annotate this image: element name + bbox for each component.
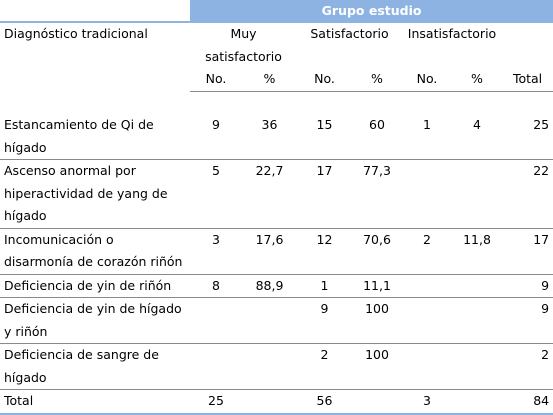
category-header-row: Diagnóstico tradicional Muy satisfactori…: [0, 21, 553, 91]
table-cell: [402, 343, 452, 390]
row-label: Ascenso anormal por hiperactividad de ya…: [0, 159, 190, 229]
table-cell: 1: [297, 274, 352, 298]
table-cell: [452, 159, 502, 229]
table-cell: [402, 297, 452, 344]
table-row: Deficiencia de yin de riñón 8 88,9 1 11,1 9: [0, 274, 553, 298]
table-cell: 9: [502, 297, 553, 344]
table-cell: 4: [452, 114, 502, 160]
table-row: Ascenso anormal por hiperactividad de ya…: [0, 159, 553, 229]
table-cell: 100: [352, 343, 402, 390]
subheader-cell: Total: [502, 68, 553, 92]
row-label-header: Diagnóstico tradicional: [0, 21, 190, 91]
table-cell: [242, 297, 297, 344]
subheader-cell: No.: [190, 68, 242, 92]
table-cell: 22: [502, 159, 553, 229]
table-cell: 25: [502, 114, 553, 160]
table-cell: 11,8: [452, 228, 502, 275]
group-header-row: Grupo estudio: [0, 0, 553, 22]
table-cell: 36: [242, 114, 297, 160]
row-label: Deficiencia de yin de riñón: [0, 274, 190, 298]
table-cell: 77,3: [352, 159, 402, 229]
table-cell: 2: [297, 343, 352, 390]
row-label: Deficiencia de sangre de hígado: [0, 343, 190, 390]
table-cell: [402, 274, 452, 298]
category-satisfactorio: Satisfactorio: [297, 21, 402, 68]
table-cell: [190, 297, 242, 344]
table-cell: 9: [502, 274, 553, 298]
subheader-cell: %: [352, 68, 402, 92]
subheader-row: No. % No. % No. % Total: [0, 68, 553, 92]
table-cell: 22,7: [242, 159, 297, 229]
table-cell: 60: [352, 114, 402, 160]
table-cell: 12: [297, 228, 352, 275]
table-cell: 5: [190, 159, 242, 229]
category-insatisfactorio: Insatisfactorio: [402, 21, 502, 68]
table-row: Incomunicación o disarmonía de corazón r…: [0, 228, 553, 275]
row-label: Estancamiento de Qi de hígado: [0, 114, 190, 160]
table-cell: [402, 159, 452, 229]
table-cell: [242, 343, 297, 390]
table-cell: 15: [297, 114, 352, 160]
table-cell: [190, 343, 242, 390]
table-cell: 100: [352, 297, 402, 344]
table-cell: [452, 274, 502, 298]
table-cell: 1: [402, 114, 452, 160]
subheader-cell: %: [452, 68, 502, 92]
subheader-cell: %: [242, 68, 297, 92]
table-cell: 70,6: [352, 228, 402, 275]
subheader-cell: No.: [297, 68, 352, 92]
table-cell: 17: [502, 228, 553, 275]
table-cell: 2: [502, 343, 553, 390]
table-cell: 11,1: [352, 274, 402, 298]
table-cell: 9: [190, 114, 242, 160]
table-cell: 88,9: [242, 274, 297, 298]
table-cell: 9: [297, 297, 352, 344]
table-cell: 3: [190, 228, 242, 275]
table-cell: 2: [402, 228, 452, 275]
table-row: Deficiencia de yin de hígado y riñón 9 100…: [0, 297, 553, 344]
table-cell: [452, 343, 502, 390]
table-row: Estancamiento de Qi de hígado 9 36 15 60 1 4 25: [0, 114, 553, 160]
row-label: Deficiencia de yin de hígado y riñón: [0, 297, 190, 344]
table-row: Deficiencia de sangre de hígado 2 100 2: [0, 343, 553, 390]
group-title: Grupo estudio: [190, 0, 553, 22]
subheader-cell: No.: [402, 68, 452, 92]
category-muy-satisfactorio: Muy satisfactorio: [190, 21, 297, 68]
table-cell: 8: [190, 274, 242, 298]
row-label: Incomunicación o disarmonía de corazón r…: [0, 228, 190, 275]
table-cell: 17: [297, 159, 352, 229]
table-cell: [452, 297, 502, 344]
table-cell: 17,6: [242, 228, 297, 275]
